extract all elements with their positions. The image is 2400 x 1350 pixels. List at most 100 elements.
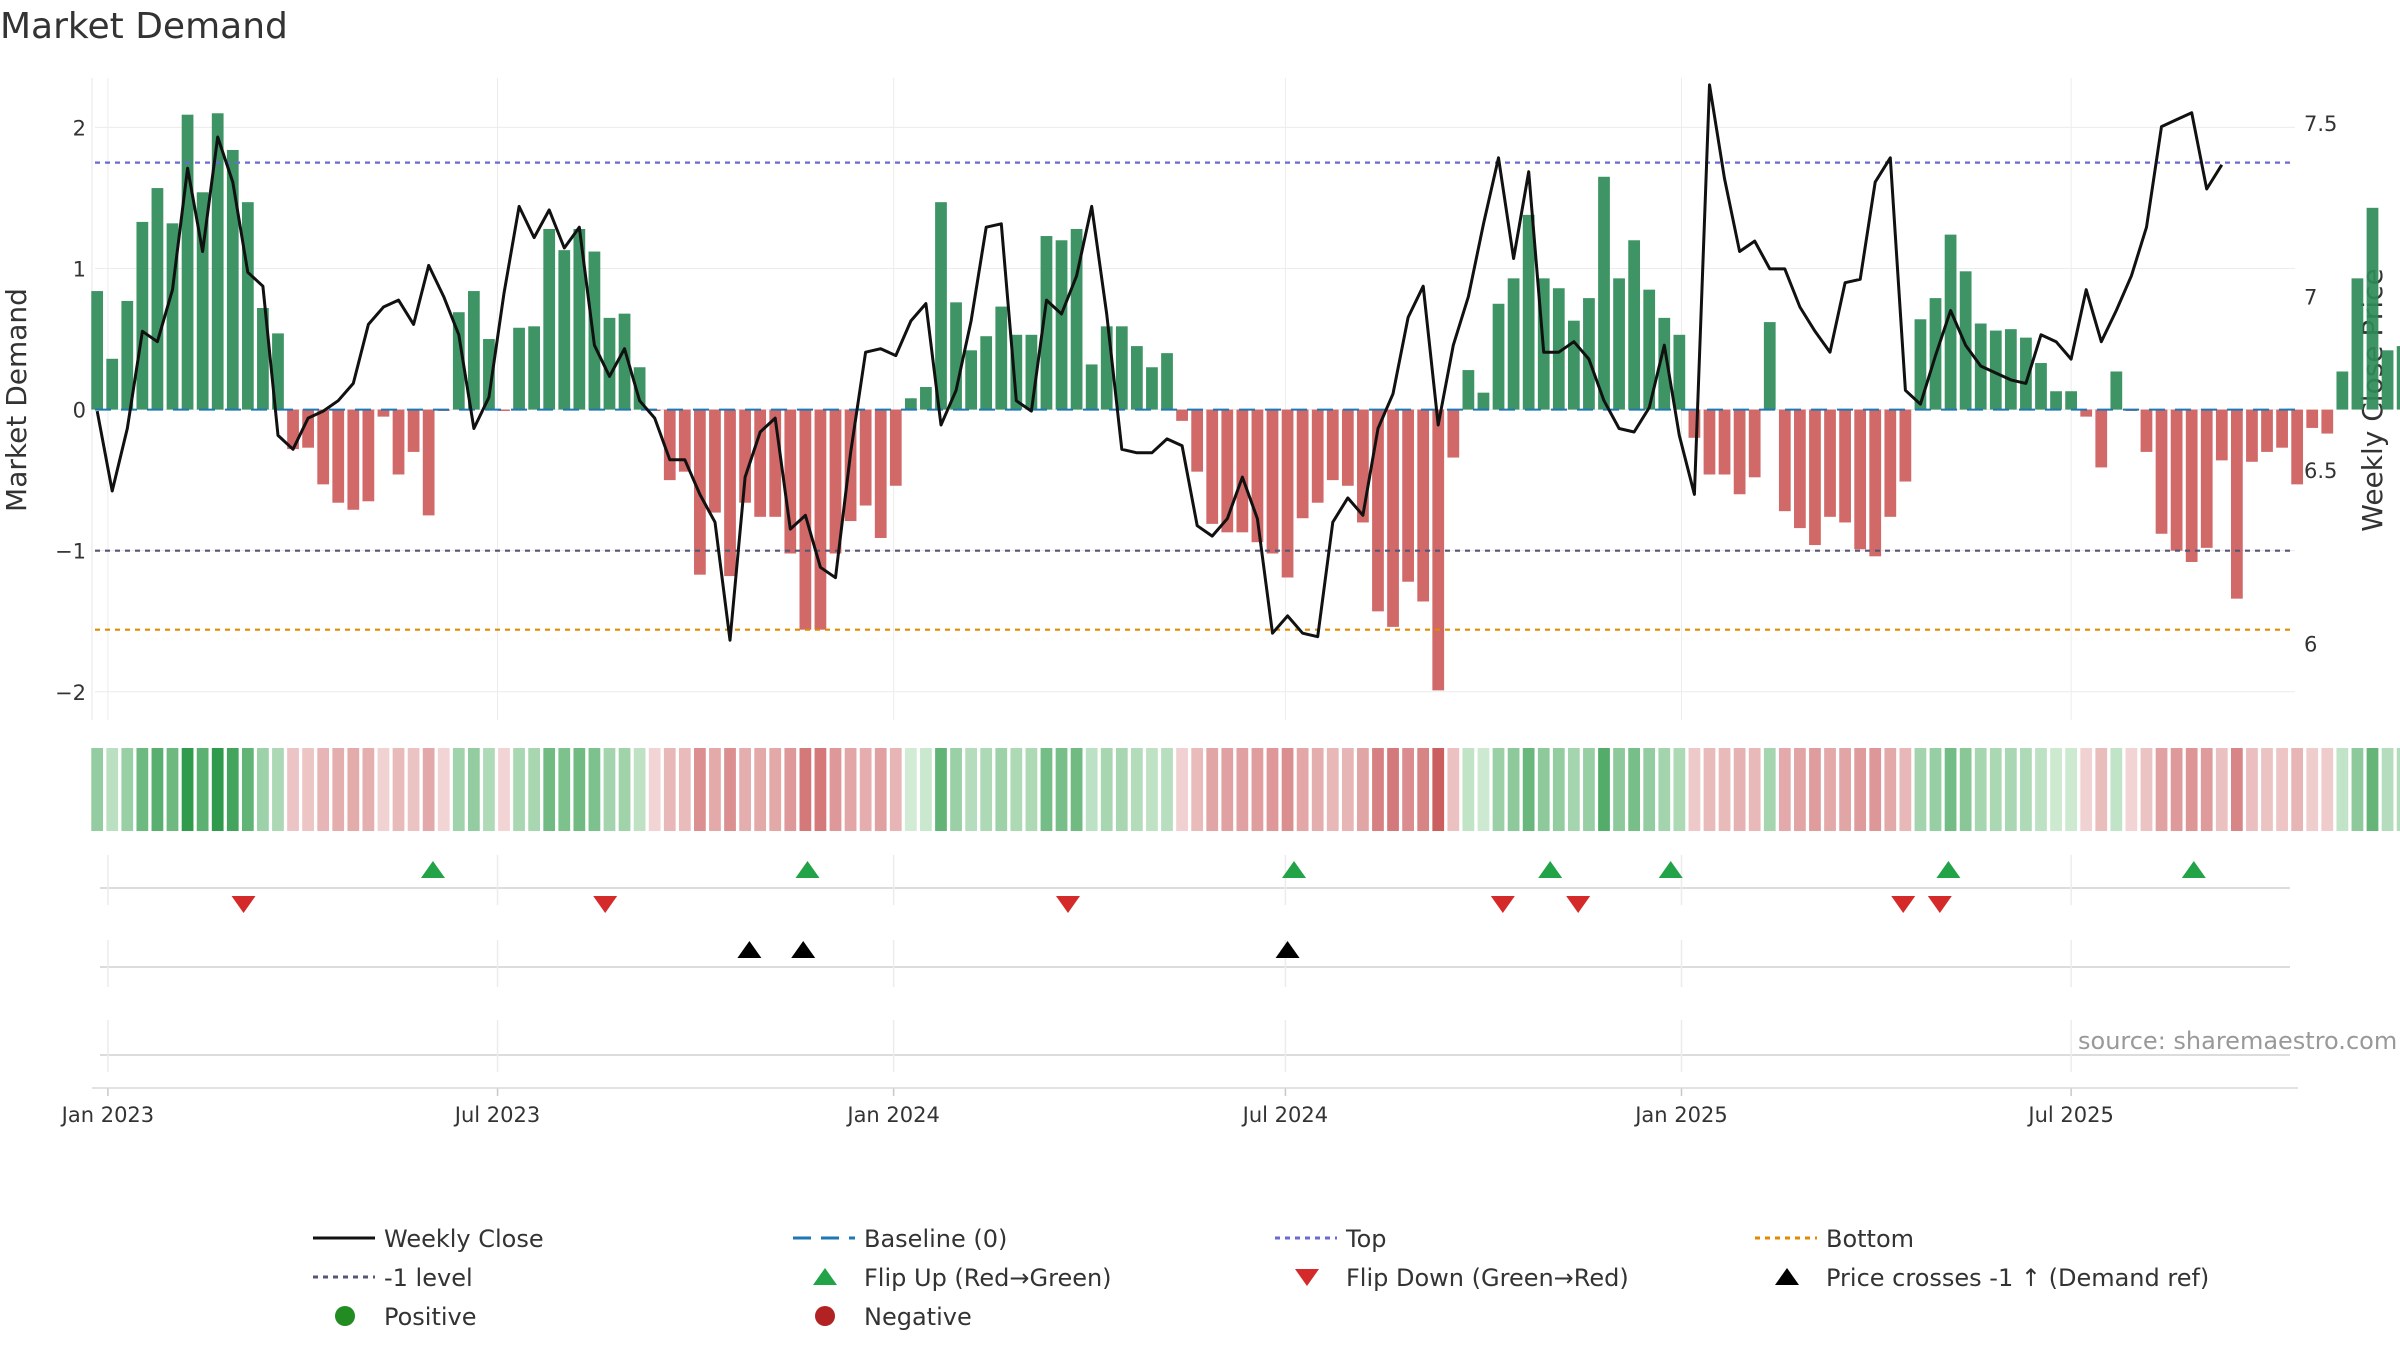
left-y-tick-label: 1 <box>73 257 86 281</box>
demand-bar <box>2095 409 2108 468</box>
heat-cell <box>467 748 480 831</box>
heat-cell <box>151 748 164 831</box>
demand-bar <box>2035 363 2047 410</box>
demand-bar <box>2050 391 2062 410</box>
heat-cell <box>1643 748 1656 831</box>
demand-bar <box>1748 409 1761 478</box>
legend-item-positive: Positive <box>335 1303 477 1331</box>
heat-cell <box>1869 748 1882 831</box>
heat-cell <box>724 748 736 831</box>
demand-bar <box>874 409 887 538</box>
heat-cell <box>1387 748 1399 831</box>
legend-label: Top <box>1345 1225 1387 1253</box>
heat-cell <box>2246 748 2258 831</box>
demand-bar <box>483 339 495 410</box>
heat-cell <box>2185 748 2198 831</box>
heat-cell <box>1583 748 1595 831</box>
heat-cell <box>1055 748 1068 831</box>
flip-down-marker <box>1927 896 1952 913</box>
heat-cell <box>1070 748 1083 831</box>
heat-cell <box>1854 748 1867 831</box>
heat-cell <box>2366 748 2379 831</box>
heat-cell <box>272 748 284 831</box>
heat-cell <box>1914 748 1927 831</box>
demand-bar <box>754 409 767 517</box>
demand-bar <box>287 409 299 450</box>
demand-bar <box>2291 409 2304 485</box>
heat-cell <box>498 748 510 831</box>
heat-cell <box>1673 748 1686 831</box>
demand-bar <box>106 358 119 410</box>
demand-bar <box>467 291 480 410</box>
demand-bar <box>1040 236 1053 410</box>
demand-bar <box>1824 409 1836 517</box>
heat-cell <box>709 748 721 831</box>
heat-cell <box>196 748 209 831</box>
demand-bar <box>392 409 405 475</box>
heat-cell <box>2004 748 2017 831</box>
demand-bar <box>136 221 149 410</box>
heat-cell <box>784 748 797 831</box>
legend-swatch <box>815 1306 835 1326</box>
demand-bar <box>2065 391 2077 410</box>
heat-cell <box>1311 748 1324 831</box>
demand-bar <box>603 317 616 410</box>
demand-bar <box>1884 409 1897 517</box>
heat-cell <box>1115 748 1128 831</box>
demand-bar <box>1643 289 1656 410</box>
heat-cell <box>377 748 390 831</box>
demand-bar <box>1070 228 1083 410</box>
heat-cell <box>2140 748 2153 831</box>
demand-bar <box>1146 367 1158 410</box>
heat-cell <box>799 748 812 831</box>
heat-cell <box>2035 748 2047 831</box>
demand-bar <box>317 409 330 485</box>
flip-down-marker <box>1891 896 1916 913</box>
heat-cell <box>2170 748 2183 831</box>
heat-cell <box>2065 748 2077 831</box>
legend-swatch <box>1775 1268 1799 1285</box>
demand-bar <box>1296 409 1309 519</box>
heat-cell <box>950 748 962 831</box>
demand-bar <box>1778 409 1791 512</box>
heat-cell <box>91 748 104 831</box>
heat-cell <box>483 748 495 831</box>
heat-cell <box>829 748 842 831</box>
heat-cell <box>1326 748 1339 831</box>
demand-bar <box>1718 409 1731 475</box>
heat-cell <box>1794 748 1806 831</box>
heat-cell <box>392 748 405 831</box>
heat-cell <box>889 748 902 831</box>
heat-cell <box>648 748 661 831</box>
heat-cell <box>633 748 646 831</box>
demand-bar <box>1281 409 1294 578</box>
heat-cell <box>362 748 375 831</box>
heat-cell <box>347 748 360 831</box>
heat-cell <box>2125 748 2138 831</box>
demand-bar <box>2020 337 2032 410</box>
chart-title: Market Demand <box>0 6 288 47</box>
heat-cell <box>1959 748 1972 831</box>
legend-item-flip_down: Flip Down (Green→Red) <box>1295 1264 1629 1292</box>
heat-cell <box>1507 748 1520 831</box>
heat-cell <box>528 748 541 831</box>
heat-cell <box>513 748 525 831</box>
legend-item-top: Top <box>1275 1225 1387 1253</box>
heat-cell <box>332 748 345 831</box>
demand-bar <box>422 409 435 516</box>
demand-bar <box>1221 409 1234 533</box>
demand-bar <box>814 409 827 630</box>
heat-cell <box>1221 748 1234 831</box>
heat-cell <box>1733 748 1746 831</box>
heat-cell <box>739 748 751 831</box>
flip-up-marker <box>1658 861 1683 878</box>
heat-cell <box>241 748 254 831</box>
demand-bar <box>1417 409 1430 602</box>
demand-bar <box>2080 409 2093 417</box>
demand-bar <box>1628 240 1641 410</box>
demand-bars <box>91 113 2400 691</box>
demand-bar <box>1809 409 1821 546</box>
demand-bar <box>2110 371 2123 410</box>
demand-bar <box>2200 409 2213 548</box>
weekly-close-line <box>95 83 2224 642</box>
